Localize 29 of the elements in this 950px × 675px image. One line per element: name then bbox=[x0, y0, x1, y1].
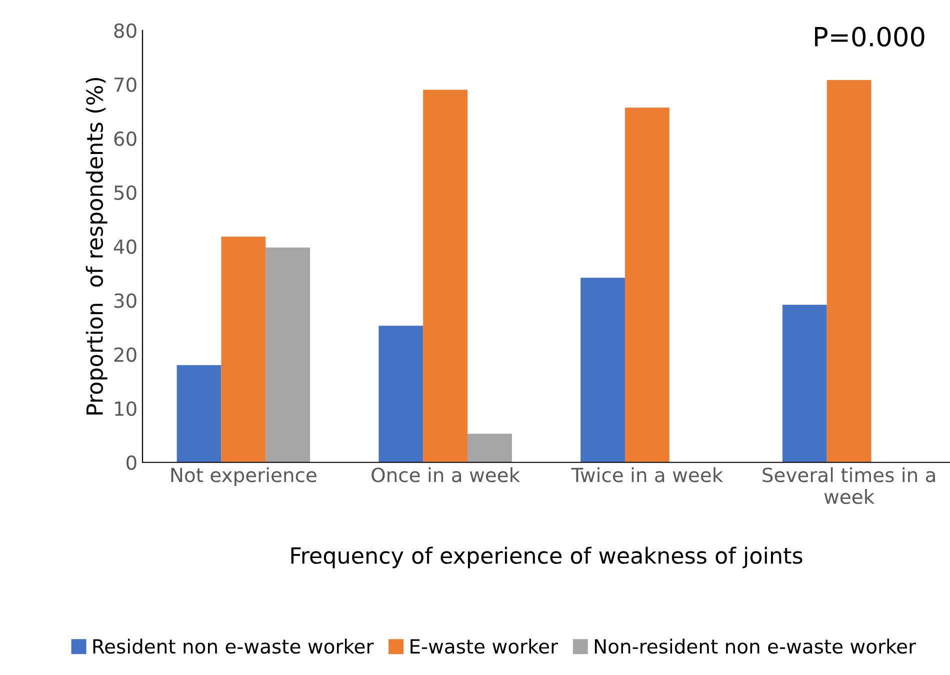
y-tick-label: 70 bbox=[114, 77, 136, 92]
legend-label: Non-resident non e-waste worker bbox=[594, 638, 916, 654]
bar bbox=[378, 326, 424, 462]
y-tick-label: 40 bbox=[114, 239, 136, 254]
bar bbox=[624, 108, 670, 462]
x-tick-label: Twice in a week bbox=[571, 467, 724, 482]
y-tick-label: 10 bbox=[115, 401, 136, 416]
y-tick-label: 20 bbox=[114, 347, 136, 362]
y-tick-label: 60 bbox=[114, 131, 136, 146]
x-tick-label: Once in a week bbox=[372, 467, 520, 482]
y-axis-title: Proportion of respondents (%) bbox=[86, 78, 108, 414]
annotation: P=0.000 bbox=[815, 26, 924, 47]
bar bbox=[176, 365, 222, 462]
bar bbox=[221, 236, 266, 462]
bar bbox=[782, 304, 827, 462]
y-tick-label: 0 bbox=[126, 455, 136, 470]
x-axis-title: Frequency of experience of weakness of joints bbox=[291, 546, 802, 568]
bar bbox=[468, 434, 512, 462]
bar bbox=[423, 90, 468, 462]
y-tick-label: 30 bbox=[114, 293, 136, 308]
legend-label: Resident non e-waste worker bbox=[93, 638, 374, 654]
bar bbox=[580, 278, 625, 462]
bar bbox=[826, 80, 872, 462]
x-tick-label: Several times in a week bbox=[762, 467, 935, 504]
y-tick-label: 50 bbox=[114, 185, 136, 200]
x-tick-label: Not experience bbox=[171, 467, 316, 486]
legend-label: E-waste worker bbox=[410, 638, 558, 654]
bar bbox=[266, 247, 310, 462]
y-tick-label: 80 bbox=[114, 23, 136, 38]
